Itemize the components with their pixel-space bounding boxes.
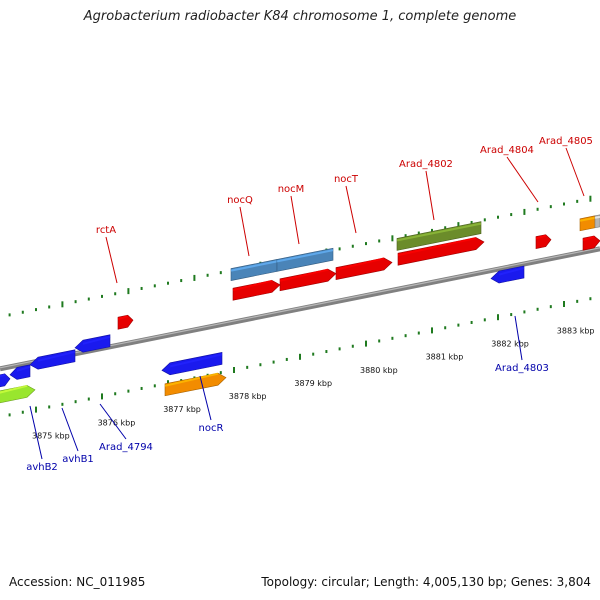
label-leader: [565, 147, 585, 197]
gene-highlight: [37, 350, 76, 362]
axis-tick-label: 3883 kbp: [557, 326, 595, 335]
label-leader: [345, 185, 357, 234]
map-title: Agrobacterium radiobacter K84 chromosome…: [83, 9, 517, 24]
gene-label-Arad_4794: Arad_4794: [99, 442, 153, 453]
gene-arrow-red: [279, 268, 337, 292]
axis-tick-label: 3876 kbp: [98, 418, 136, 427]
gene-highlight: [276, 249, 334, 263]
label-leader: [61, 407, 79, 452]
label-leader: [105, 236, 118, 284]
gene-label-Arad_4803: Arad_4803: [495, 363, 549, 374]
gene-highlight: [117, 315, 129, 321]
gene-highlight: [232, 279, 273, 292]
gene-highlight: [396, 222, 482, 242]
label-leader: [99, 403, 127, 440]
gene-label-Arad_4804: Arad_4804: [480, 145, 534, 156]
gene-arrow-red: [232, 280, 281, 301]
gene-highlight: [335, 257, 385, 271]
label-leader: [199, 375, 212, 421]
gene-labels: rctA nocQ nocM nocT Arad_4802 Arad_4804 Arad_4…: [26, 136, 593, 473]
gene-label-avhB1: avhB1: [62, 454, 94, 465]
gene-highlight: [16, 365, 31, 372]
gene-label-nocQ: nocQ: [227, 195, 253, 206]
accession-text: Accession: NC_011985: [9, 575, 146, 589]
gene-arrow-red: [335, 257, 393, 280]
gene-label-rctA: rctA: [96, 225, 116, 236]
gene-highlight: [164, 372, 219, 387]
gene-label-nocM: nocM: [278, 184, 305, 195]
gene-highlight: [582, 235, 595, 242]
gene-highlight: [594, 215, 600, 219]
label-leader: [425, 170, 435, 221]
label-leader: [239, 206, 250, 257]
axis-tick-label: 3878 kbp: [229, 392, 267, 401]
gene-features: [0, 214, 600, 404]
axis-tick-labels: 3875 kbp 3876 kbp 3877 kbp 3878 kbp 3879 kbp…: [32, 326, 595, 440]
axis-tick-label: 3882 kbp: [491, 340, 529, 349]
genome-summary-text: Topology: circular; Length: 4,005,130 bp…: [261, 575, 591, 589]
axis-tick-label: 3881 kbp: [426, 353, 464, 362]
gene-highlight: [0, 373, 6, 378]
axis-tick-label: 3880 kbp: [360, 366, 398, 375]
label-leader: [514, 315, 523, 361]
gene-highlight: [279, 268, 329, 282]
gene-label-nocR: nocR: [199, 423, 224, 434]
gene-label-avhB2: avhB2: [26, 462, 58, 473]
axis-tick-label: 3877 kbp: [163, 405, 201, 414]
gene-label-Arad_4805: Arad_4805: [539, 136, 593, 147]
label-leader: [506, 156, 539, 203]
axis-tick-label: 3879 kbp: [294, 379, 332, 388]
gene-arrow-blue: [0, 373, 11, 388]
axis-tick-label: 3875 kbp: [32, 431, 70, 440]
gene-highlight: [169, 353, 223, 368]
gene-highlight: [397, 237, 477, 257]
reverse-track-ticks: [8, 297, 592, 417]
label-leaders: [29, 147, 585, 460]
gene-highlight: [0, 384, 28, 394]
label-leader: [290, 195, 300, 245]
gene-highlight: [579, 216, 596, 222]
label-leader: [29, 405, 43, 460]
gene-highlight: [82, 335, 111, 345]
gene-highlight: [535, 234, 547, 240]
gene-highlight: [498, 267, 525, 276]
gene-highlight: [230, 260, 278, 272]
gene-label-nocT: nocT: [334, 174, 359, 185]
gene-label-Arad_4802: Arad_4802: [399, 159, 453, 170]
